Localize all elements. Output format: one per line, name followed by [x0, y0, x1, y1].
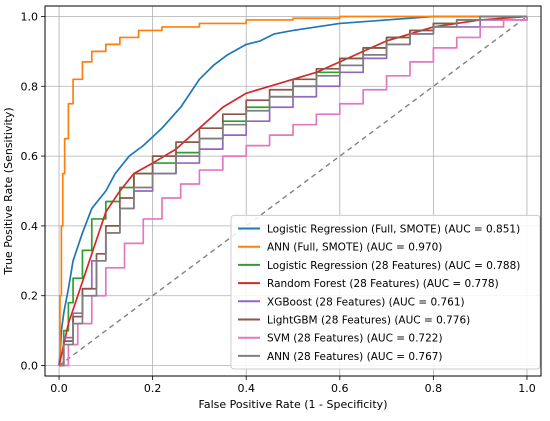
roc-curve-series-0	[58, 15, 527, 366]
roc-curve-series-1	[59, 15, 527, 367]
x-tick-label: 0.0	[50, 382, 68, 395]
y-tick-label: 0.2	[21, 290, 39, 303]
legend-entry: XGBoost (28 Features) (AUC = 0.761)	[267, 296, 465, 308]
y-tick-label: 1.0	[21, 10, 39, 23]
legend-entry: Random Forest (28 Features) (AUC = 0.778…	[267, 278, 499, 290]
x-tick-label: 0.8	[425, 382, 443, 395]
legend-entry: ANN (28 Features) (AUC = 0.767)	[267, 351, 443, 363]
x-tick-label: 0.2	[144, 382, 162, 395]
y-ticks: 0.0 0.2 0.4 0.6 0.8 1.0	[21, 10, 45, 373]
y-tick-label: 0.6	[21, 150, 39, 163]
y-tick-label: 0.8	[21, 80, 39, 93]
roc-curve-series-3	[58, 15, 528, 366]
legend-entry: SVM (28 Features) (AUC = 0.722)	[267, 333, 443, 345]
legend-entry: Logistic Regression (28 Features) (AUC =…	[267, 260, 520, 272]
plot-frame	[44, 5, 542, 377]
y-tick-label: 0.0	[21, 360, 39, 373]
x-axis-label: False Positive Rate (1 - Specificity)	[199, 398, 388, 411]
chance-diagonal	[58, 15, 528, 367]
legend-entry: ANN (Full, SMOTE) (AUC = 0.970)	[267, 242, 442, 254]
legend: Logistic Regression (Full, SMOTE) (AUC =…	[230, 214, 541, 370]
y-axis-label: True Positive Rate (Sensitivity)	[2, 107, 15, 275]
series-layer	[58, 15, 528, 367]
x-tick-label: 0.6	[331, 382, 349, 395]
x-tick-label: 0.4	[237, 382, 255, 395]
legend-box	[230, 214, 541, 370]
x-tick-label: 1.0	[518, 382, 536, 395]
legend-entry: Logistic Regression (Full, SMOTE) (AUC =…	[267, 224, 520, 236]
roc-curve-series-7	[59, 15, 527, 367]
roc-curve-series-6	[59, 16, 528, 367]
diagonal-layer	[58, 15, 528, 367]
legend-entry: LightGBM (28 Features) (AUC = 0.776)	[267, 315, 470, 327]
y-tick-label: 0.4	[21, 220, 39, 233]
x-ticks: 0.0 0.2 0.4 0.6 0.8 1.0	[50, 376, 536, 395]
